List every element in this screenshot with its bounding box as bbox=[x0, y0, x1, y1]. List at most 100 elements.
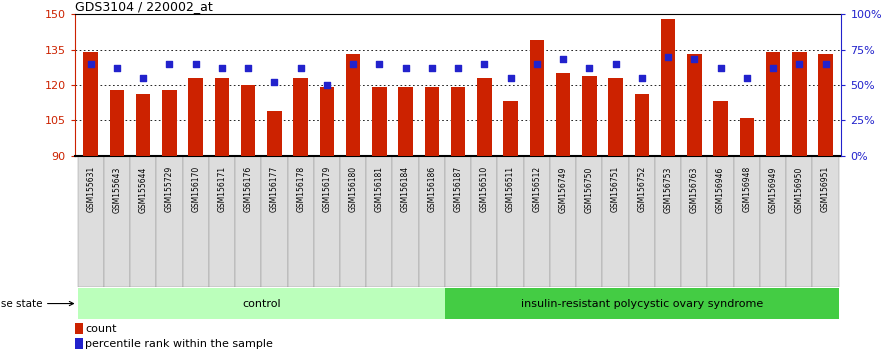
Bar bbox=[792, 52, 807, 156]
Bar bbox=[287, 156, 314, 287]
Point bbox=[792, 61, 806, 67]
Point bbox=[136, 75, 150, 81]
Bar bbox=[320, 87, 334, 156]
Text: percentile rank within the sample: percentile rank within the sample bbox=[85, 339, 273, 349]
Bar bbox=[681, 156, 707, 287]
Text: GSM156950: GSM156950 bbox=[795, 166, 803, 213]
Bar bbox=[262, 156, 287, 287]
Text: GSM156946: GSM156946 bbox=[716, 166, 725, 213]
Point bbox=[635, 75, 649, 81]
Text: GSM156753: GSM156753 bbox=[663, 166, 672, 213]
Bar bbox=[740, 118, 754, 156]
Bar bbox=[451, 87, 465, 156]
Point bbox=[425, 65, 439, 71]
Text: control: control bbox=[242, 298, 280, 309]
Text: insulin-resistant polycystic ovary syndrome: insulin-resistant polycystic ovary syndr… bbox=[521, 298, 763, 309]
Text: GSM156751: GSM156751 bbox=[611, 166, 620, 212]
Point bbox=[766, 65, 781, 71]
Point bbox=[398, 65, 412, 71]
Bar bbox=[182, 156, 209, 287]
Bar bbox=[398, 87, 413, 156]
Text: GSM156512: GSM156512 bbox=[532, 166, 541, 212]
Text: GDS3104 / 220002_at: GDS3104 / 220002_at bbox=[75, 0, 212, 13]
Point bbox=[162, 61, 176, 67]
Bar bbox=[267, 111, 282, 156]
Bar bbox=[609, 78, 623, 156]
Text: count: count bbox=[85, 324, 117, 334]
Point bbox=[504, 75, 518, 81]
Bar bbox=[75, 324, 83, 334]
Point bbox=[556, 57, 570, 62]
Bar bbox=[445, 289, 839, 319]
Text: GSM155729: GSM155729 bbox=[165, 166, 174, 212]
Bar bbox=[529, 40, 544, 156]
Text: GSM156752: GSM156752 bbox=[637, 166, 647, 212]
Bar bbox=[162, 90, 176, 156]
Bar bbox=[687, 54, 701, 156]
Text: GSM156951: GSM156951 bbox=[821, 166, 830, 212]
Point bbox=[818, 61, 833, 67]
Bar bbox=[576, 156, 603, 287]
Bar bbox=[786, 156, 812, 287]
Point bbox=[451, 65, 465, 71]
Text: GSM156948: GSM156948 bbox=[743, 166, 751, 212]
Point bbox=[529, 61, 544, 67]
Text: GSM156180: GSM156180 bbox=[349, 166, 358, 212]
Bar bbox=[503, 102, 518, 156]
Bar bbox=[104, 156, 130, 287]
Bar bbox=[130, 156, 156, 287]
Bar bbox=[523, 156, 550, 287]
Bar bbox=[293, 78, 307, 156]
Point bbox=[740, 75, 754, 81]
Point bbox=[661, 54, 675, 59]
Text: GSM155631: GSM155631 bbox=[86, 166, 95, 212]
Bar bbox=[707, 156, 734, 287]
Bar bbox=[340, 156, 366, 287]
Bar bbox=[78, 156, 104, 287]
Bar bbox=[209, 156, 235, 287]
Text: GSM155643: GSM155643 bbox=[113, 166, 122, 213]
Bar bbox=[425, 87, 439, 156]
Text: GSM156186: GSM156186 bbox=[427, 166, 436, 212]
Text: GSM156749: GSM156749 bbox=[559, 166, 567, 213]
Text: GSM156181: GSM156181 bbox=[375, 166, 384, 212]
Bar bbox=[661, 19, 676, 156]
Point bbox=[267, 79, 281, 85]
Text: GSM156510: GSM156510 bbox=[480, 166, 489, 212]
Bar bbox=[550, 156, 576, 287]
Text: GSM156171: GSM156171 bbox=[218, 166, 226, 212]
Point bbox=[609, 61, 623, 67]
Bar bbox=[189, 78, 203, 156]
Bar bbox=[366, 156, 393, 287]
Point bbox=[84, 61, 98, 67]
Bar bbox=[235, 156, 262, 287]
Bar bbox=[84, 52, 98, 156]
Bar bbox=[418, 156, 445, 287]
Bar bbox=[818, 54, 833, 156]
Text: GSM156949: GSM156949 bbox=[768, 166, 778, 213]
Point bbox=[714, 65, 728, 71]
Point bbox=[293, 65, 307, 71]
Point bbox=[687, 57, 701, 62]
Bar bbox=[215, 78, 229, 156]
Bar bbox=[634, 95, 649, 156]
Point bbox=[110, 65, 124, 71]
Point bbox=[320, 82, 334, 88]
Bar bbox=[109, 90, 124, 156]
Point bbox=[582, 65, 596, 71]
Bar bbox=[75, 338, 83, 349]
Bar bbox=[393, 156, 418, 287]
Bar bbox=[556, 73, 570, 156]
Bar bbox=[655, 156, 681, 287]
Point bbox=[346, 61, 360, 67]
Bar bbox=[241, 85, 255, 156]
Bar bbox=[314, 156, 340, 287]
Text: GSM156763: GSM156763 bbox=[690, 166, 699, 213]
Bar bbox=[582, 75, 596, 156]
Bar bbox=[812, 156, 839, 287]
Text: GSM156179: GSM156179 bbox=[322, 166, 331, 212]
Bar bbox=[766, 52, 781, 156]
Text: GSM156750: GSM156750 bbox=[585, 166, 594, 213]
Bar bbox=[445, 156, 471, 287]
Point bbox=[478, 61, 492, 67]
